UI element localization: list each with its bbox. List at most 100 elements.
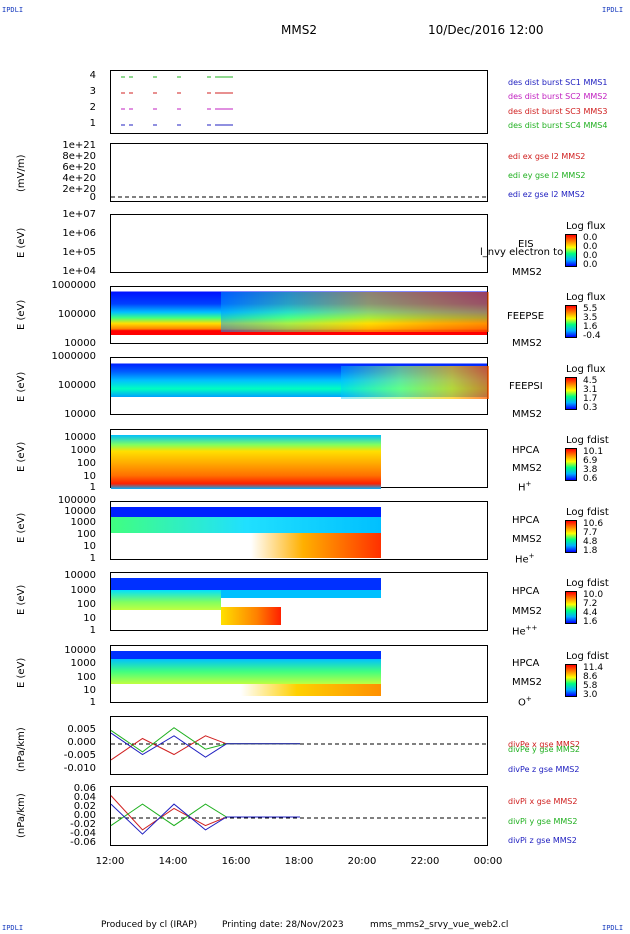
divpe-series-line <box>110 732 300 758</box>
feepse-spectrogram <box>110 286 489 344</box>
date-title: 10/Dec/2016 12:00 <box>428 23 544 37</box>
feepsi-ylabel: E (eV) <box>16 371 27 402</box>
eis-panel <box>110 214 488 273</box>
hpca-o-band-low <box>241 684 381 696</box>
divpi-ytick: -0.02 <box>70 819 96 830</box>
eis-cbar-value: 0.0 <box>583 233 598 243</box>
hpca-he-ytick: 10 <box>83 541 96 552</box>
hpca-h-spectrogram <box>111 435 381 489</box>
divpi-plot <box>110 795 489 835</box>
hpca-he2-band-low <box>221 607 281 625</box>
hpca-h-cbar-value: 6.9 <box>583 456 598 466</box>
eis-ytick: 1e+07 <box>62 209 96 220</box>
hpca-he2-instrument-label: HPCA <box>512 586 540 597</box>
divpe-ylabel: (nPa/km) <box>16 727 27 772</box>
burst-legend-sc1: des dist burst SC1 MMS1 <box>508 78 608 87</box>
hpca-o-colorbar-title: Log fdist <box>566 651 609 662</box>
hpca-he-cbar-value: 10.6 <box>583 519 604 529</box>
footer-produced: Produced by cl (IRAP) <box>101 920 198 930</box>
divpe-ytick: -0.010 <box>63 763 96 774</box>
hpca-o-ytick: 100 <box>76 672 96 683</box>
hpca-he2-ytick: 100 <box>76 599 96 610</box>
edi-zero-line <box>111 196 489 198</box>
hpca-he-species-label: He+ <box>515 552 535 566</box>
hpca-he-ytick: 1000 <box>70 517 96 528</box>
hpca-o-cbar-value: 3.0 <box>583 690 598 700</box>
hpca-o-cbar-value: 5.8 <box>583 681 598 691</box>
hpca-o-ytick: 1000 <box>70 658 96 669</box>
burst-legend-sc4: des dist burst SC4 MMS4 <box>508 121 608 130</box>
hpca-he2-panel <box>110 572 488 631</box>
divpi-ylabel: (nPa/km) <box>16 793 27 838</box>
hpca-h-panel <box>110 429 488 489</box>
hpca-o-band-high <box>111 651 381 659</box>
divpe-ytick: 0.000 <box>67 737 96 748</box>
x-tick-label: 00:00 <box>473 856 503 867</box>
corner-mark-bottom-right: IPDLI <box>602 924 624 932</box>
feepse-colorbar-title: Log flux <box>566 292 606 303</box>
eis-overlay-label: l_nvy electron to <box>480 247 564 258</box>
hpca-he2-colorbar <box>565 591 577 624</box>
edi-ylabel: (mV/m) <box>16 154 27 193</box>
hpca-he-ytick: 10000 <box>64 506 96 517</box>
hpca-h-instrument-label: HPCA <box>512 445 540 456</box>
hpca-o-ylabel: E (eV) <box>16 657 27 688</box>
edi-ytick: 4e+20 <box>62 173 96 184</box>
burst-ytick: 3 <box>89 86 96 97</box>
hpca-h-colorbar <box>565 448 577 481</box>
divpe-plot <box>110 727 489 761</box>
x-tick-label: 20:00 <box>347 856 377 867</box>
eis-cbar-value: 0.0 <box>583 251 598 261</box>
hpca-he-band-mid <box>111 517 381 533</box>
hpca-he2-species-label: He++ <box>512 624 538 638</box>
hpca-h-species-label: H+ <box>518 480 532 494</box>
feepse-instrument-label: FEEPSE <box>507 311 545 322</box>
divpe-series-line <box>110 727 300 753</box>
hpca-h-colorbar-title: Log fdist <box>566 435 609 446</box>
hpca-he2-ytick: 10 <box>83 613 96 624</box>
eis-cbar-value: 0.0 <box>583 242 598 252</box>
hpca-o-cbar-value: 8.6 <box>583 672 598 682</box>
divpi-ytick: -0.06 <box>70 837 96 848</box>
feepsi-cbar-value: 3.1 <box>583 385 598 395</box>
divpe-legend-z: divPe z gse MMS2 <box>508 765 580 774</box>
divpi-legend-y: divPi y gse MMS2 <box>508 817 578 826</box>
feepsi-spectrogram <box>110 357 489 415</box>
hpca-he-ylabel: E (eV) <box>16 512 27 543</box>
edi-ytick: 8e+20 <box>62 151 96 162</box>
corner-mark-bottom-left: IPDLI <box>2 924 24 932</box>
burst-ytick: 1 <box>89 118 96 129</box>
hpca-he2-spacecraft-label: MMS2 <box>512 606 542 617</box>
hpca-h-ytick: 100 <box>76 458 96 469</box>
hpca-h-spacecraft-label: MMS2 <box>512 463 542 474</box>
hpca-he-panel <box>110 501 488 560</box>
hpca-o-cbar-value: 11.4 <box>583 663 604 673</box>
edi-legend-y: edi ey gse l2 MMS2 <box>508 171 586 180</box>
feepse-hot-region <box>221 292 489 332</box>
hpca-he-spacecraft-label: MMS2 <box>512 534 542 545</box>
x-tick-label: 16:00 <box>221 856 251 867</box>
feepse-cbar-value: 1.6 <box>583 322 598 332</box>
edi-legend-x: edi ex gse l2 MMS2 <box>508 152 586 161</box>
divpi-ytick: -0.04 <box>70 828 96 839</box>
hpca-he2-cbar-value: 4.4 <box>583 608 598 618</box>
hpca-he2-cbar-value: 7.2 <box>583 599 598 609</box>
hpca-o-panel <box>110 645 488 703</box>
x-tick-label: 12:00 <box>95 856 125 867</box>
feepse-cbar-value: -0.4 <box>583 331 601 341</box>
hpca-he2-band-mid <box>111 590 221 610</box>
hpca-o-spacecraft-label: MMS2 <box>512 677 542 688</box>
feepse-spacecraft-label: MMS2 <box>512 338 542 349</box>
hpca-he2-ytick: 1000 <box>70 585 96 596</box>
divpi-series-line <box>110 803 300 835</box>
hpca-he-ytick: 100 <box>76 529 96 540</box>
hpca-he2-band-high <box>111 578 381 590</box>
divpi-ytick: 0.06 <box>73 783 96 794</box>
footer-filename: mms_mms2_srvy_vue_web2.cl <box>370 920 509 930</box>
hpca-he-band-low <box>251 533 381 558</box>
x-tick-label: 14:00 <box>158 856 188 867</box>
burst-ytick: 2 <box>89 102 96 113</box>
x-tick-label: 22:00 <box>410 856 440 867</box>
hpca-h-ytick: 10 <box>83 471 96 482</box>
divpi-panel <box>110 786 489 846</box>
